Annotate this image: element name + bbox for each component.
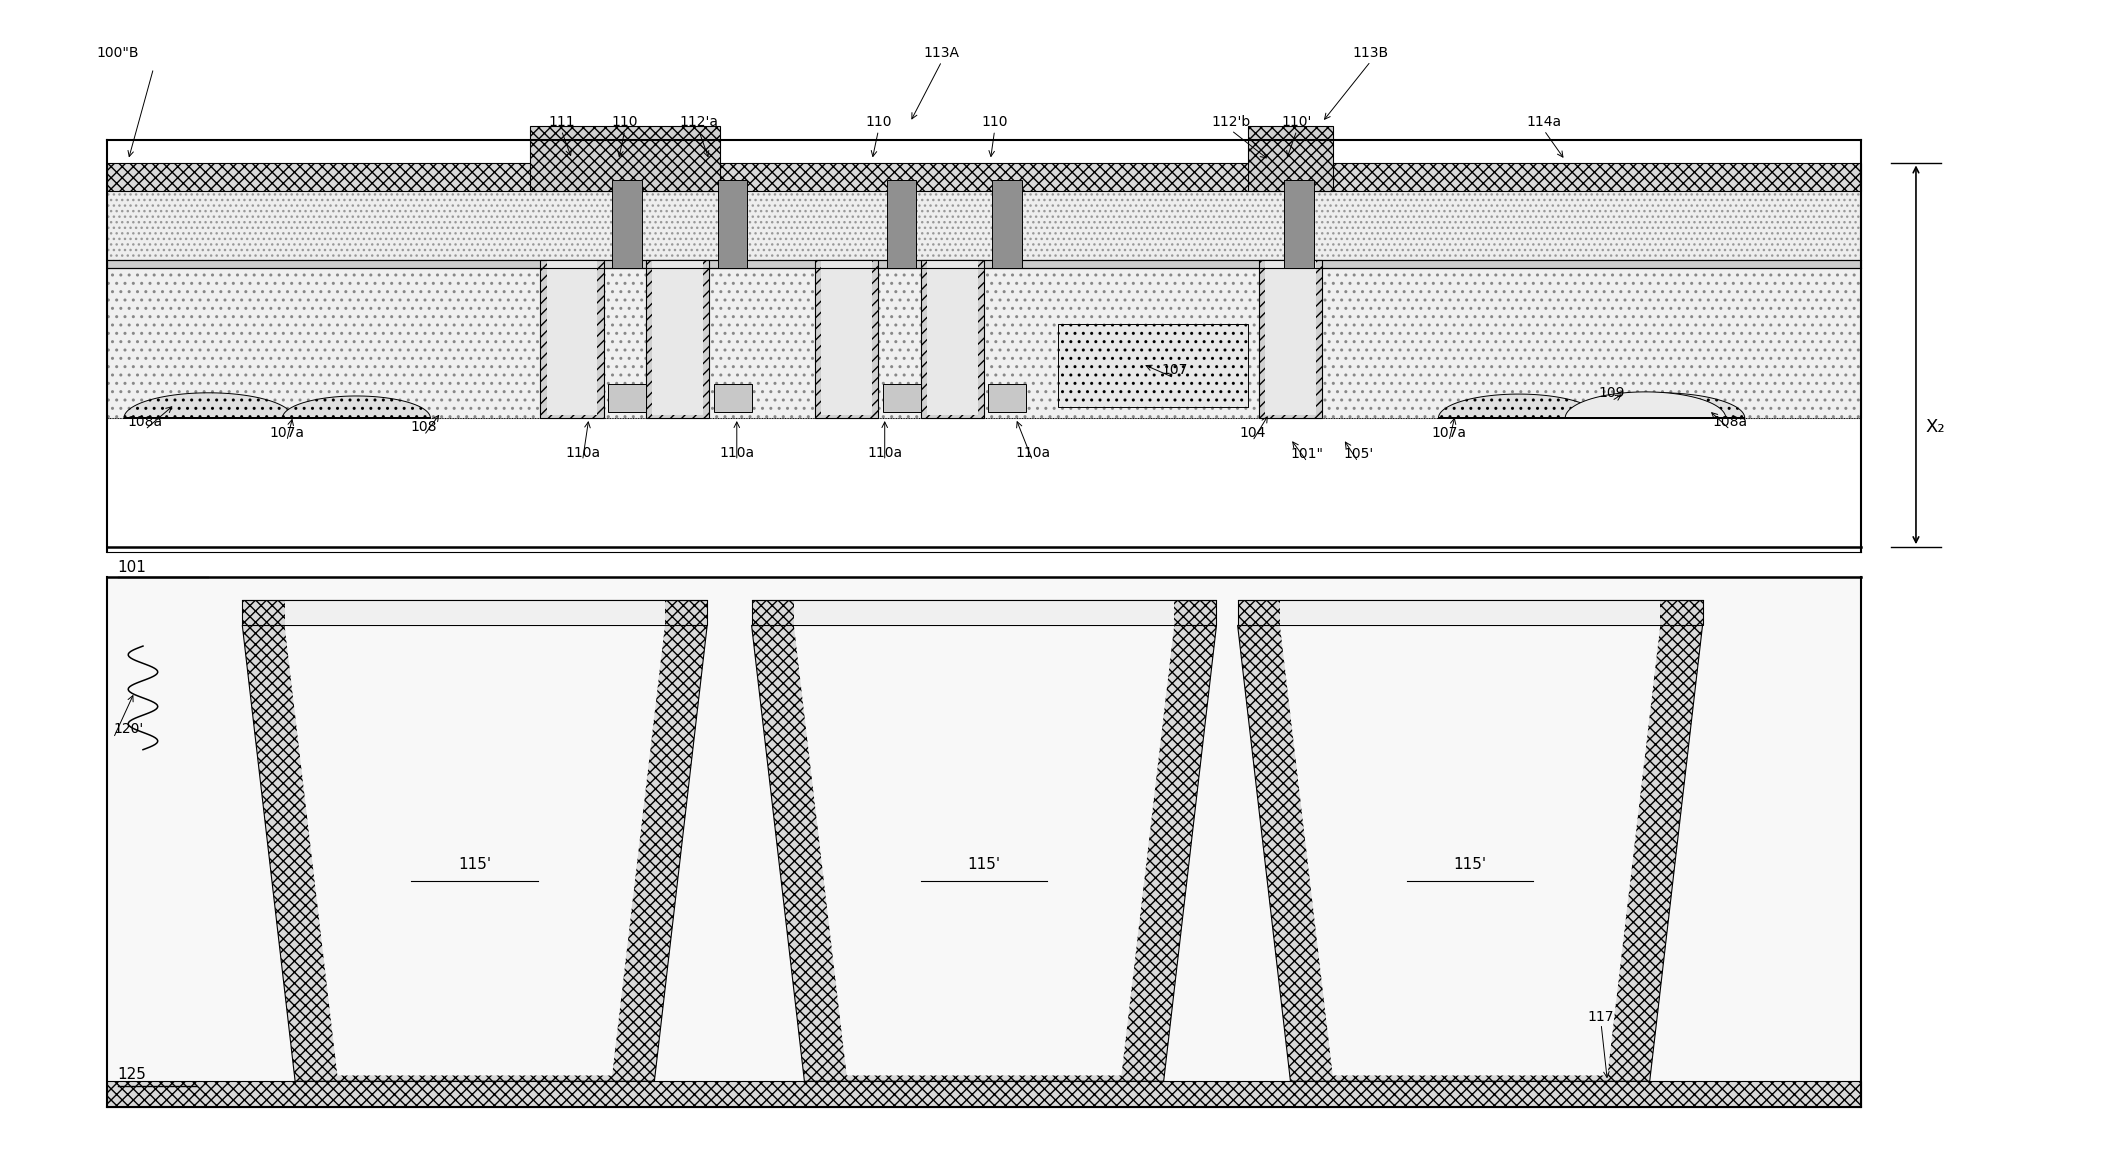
Text: 101": 101" bbox=[1291, 447, 1325, 460]
Text: 114a: 114a bbox=[1526, 115, 1562, 129]
Text: 107a: 107a bbox=[269, 426, 305, 440]
Polygon shape bbox=[1238, 625, 1703, 1081]
Bar bbox=[927, 261, 978, 414]
Bar bbox=[108, 261, 1862, 269]
Polygon shape bbox=[1439, 394, 1600, 418]
Text: 125: 125 bbox=[118, 1066, 146, 1081]
Text: 111: 111 bbox=[548, 115, 576, 129]
Bar bbox=[243, 600, 707, 625]
Bar bbox=[607, 383, 645, 412]
Bar bbox=[284, 600, 664, 625]
Text: 107: 107 bbox=[1162, 362, 1187, 376]
Text: 113A: 113A bbox=[925, 46, 961, 60]
Polygon shape bbox=[281, 396, 430, 418]
Text: 115': 115' bbox=[459, 857, 491, 872]
Text: 110a: 110a bbox=[719, 445, 753, 459]
Bar bbox=[1284, 180, 1314, 269]
Bar bbox=[1265, 261, 1316, 414]
Text: 120': 120' bbox=[114, 722, 144, 736]
Bar bbox=[108, 163, 1862, 192]
Bar bbox=[1280, 600, 1661, 625]
Polygon shape bbox=[125, 392, 292, 418]
Text: 107a: 107a bbox=[1430, 426, 1466, 440]
Text: 110a: 110a bbox=[1016, 445, 1050, 459]
Bar bbox=[652, 261, 703, 414]
Bar bbox=[717, 180, 747, 269]
Bar bbox=[882, 383, 920, 412]
Polygon shape bbox=[1280, 625, 1661, 1076]
Text: 110a: 110a bbox=[868, 445, 901, 459]
Bar bbox=[108, 269, 1862, 418]
Bar bbox=[794, 600, 1174, 625]
Bar bbox=[992, 180, 1022, 269]
Text: 117: 117 bbox=[1587, 1010, 1615, 1024]
Text: 101: 101 bbox=[118, 561, 146, 576]
Bar bbox=[988, 383, 1026, 412]
Text: 112'b: 112'b bbox=[1212, 115, 1251, 129]
Text: 105': 105' bbox=[1344, 447, 1373, 460]
Bar bbox=[108, 192, 1862, 261]
Bar bbox=[540, 261, 603, 418]
Bar bbox=[645, 261, 709, 418]
Bar bbox=[1058, 324, 1248, 406]
Polygon shape bbox=[751, 625, 1217, 1081]
Bar bbox=[751, 600, 1217, 625]
Bar bbox=[1238, 600, 1703, 625]
Bar bbox=[108, 577, 1862, 1107]
Bar bbox=[815, 261, 878, 418]
Bar bbox=[920, 261, 984, 418]
Text: 115': 115' bbox=[1454, 857, 1488, 872]
Polygon shape bbox=[243, 625, 707, 1081]
Bar bbox=[546, 261, 597, 414]
Bar bbox=[108, 1081, 1862, 1107]
Text: 108: 108 bbox=[411, 420, 438, 434]
Text: 113B: 113B bbox=[1352, 46, 1388, 60]
Text: 100"B: 100"B bbox=[97, 46, 140, 60]
Text: 110: 110 bbox=[982, 115, 1007, 129]
Text: 104: 104 bbox=[1240, 426, 1265, 440]
Text: 110': 110' bbox=[1282, 115, 1312, 129]
Bar bbox=[821, 261, 872, 414]
Polygon shape bbox=[1576, 392, 1746, 418]
Bar bbox=[1259, 261, 1322, 418]
Bar bbox=[713, 383, 751, 412]
Bar bbox=[887, 180, 916, 269]
Text: 110: 110 bbox=[612, 115, 639, 129]
Text: 108a: 108a bbox=[127, 414, 163, 428]
Polygon shape bbox=[794, 625, 1174, 1076]
Text: 115': 115' bbox=[967, 857, 1001, 872]
Text: 112'a: 112'a bbox=[679, 115, 717, 129]
Polygon shape bbox=[284, 625, 664, 1076]
Bar bbox=[529, 126, 719, 192]
Text: 110a: 110a bbox=[565, 445, 601, 459]
Text: 109: 109 bbox=[1598, 385, 1625, 399]
Text: X₂: X₂ bbox=[1926, 419, 1945, 436]
Bar bbox=[1248, 126, 1333, 192]
Text: 108a: 108a bbox=[1712, 414, 1748, 428]
Polygon shape bbox=[1566, 392, 1727, 418]
Bar bbox=[612, 180, 641, 269]
Text: 110: 110 bbox=[865, 115, 891, 129]
